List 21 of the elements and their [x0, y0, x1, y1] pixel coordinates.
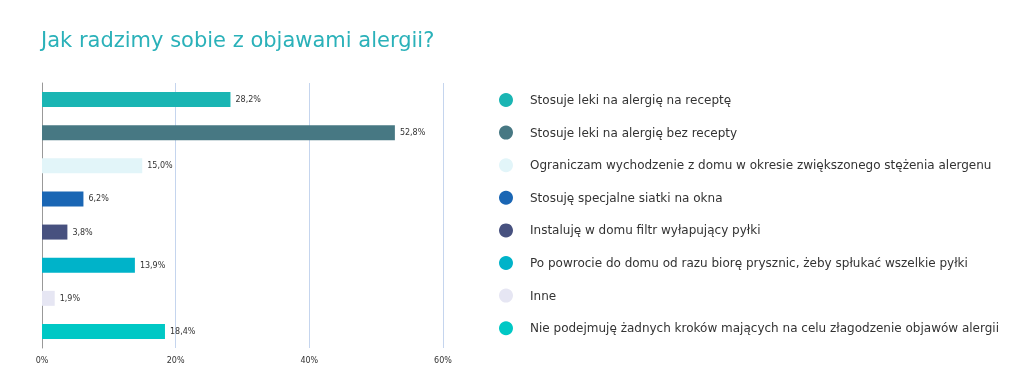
legend-label: Nie podejmuję żadnych kroków mających na celu złagodzenie objawów alergii	[530, 321, 999, 336]
data-label: 3,8%	[72, 227, 94, 237]
data-label: 6,2%	[88, 194, 110, 204]
data-label: 52,8%	[399, 128, 426, 138]
legend-label: Po powrocie do domu od razu biorę prysznic, żeby spłukać wszelkie pyłki	[530, 256, 968, 270]
data-label: 13,9%	[139, 260, 166, 270]
chart-title: Jak radzimy sobie z objawami alergii?	[39, 27, 435, 52]
legend-label: Inne	[530, 288, 557, 303]
legend-label: Stosuje leki na alergię na receptę	[530, 93, 732, 107]
x-tick-label: 0%	[35, 355, 49, 365]
data-label: 1,9%	[59, 293, 81, 303]
legend-label: Stosuję specjalne siatki na okna	[530, 190, 723, 205]
x-tick-label: 60%	[434, 355, 453, 365]
data-label: 28,2%	[235, 95, 262, 105]
data-label: 18,4%	[169, 326, 196, 336]
x-tick-label: 40%	[300, 355, 319, 365]
legend-label: Instaluję w domu filtr wyłapujący pyłki	[530, 223, 761, 238]
legend-label: Ograniczam wychodzenie z domu w okresie zwiększonego stężenia alergenu	[530, 158, 992, 173]
x-tick-label: 20%	[166, 355, 185, 365]
legend-label: Stosuje leki na alergię bez recepty	[530, 125, 738, 140]
data-label: 15,0%	[147, 161, 174, 171]
